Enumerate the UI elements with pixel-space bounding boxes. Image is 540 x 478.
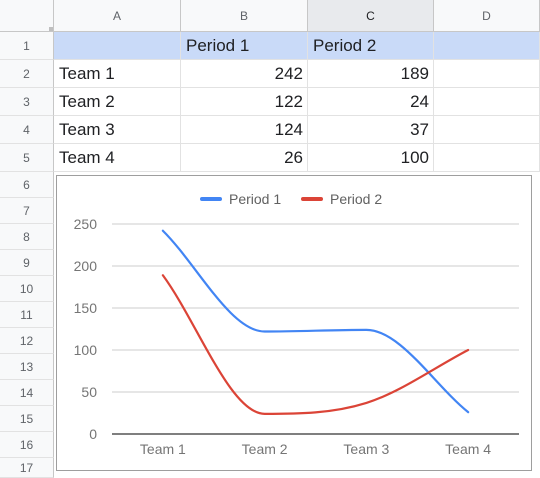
cell-d3[interactable] bbox=[434, 88, 540, 116]
chart-gridlines bbox=[112, 223, 519, 435]
cell-d1[interactable] bbox=[434, 32, 540, 60]
cell-c2[interactable]: 189 bbox=[308, 60, 434, 88]
row-header-1[interactable]: 1 bbox=[0, 32, 54, 60]
embedded-line-chart[interactable]: 0 50 100 150 200 250 Team 1 Team 2 Team 3 Team 4… bbox=[56, 175, 532, 471]
series-line-2 bbox=[161, 274, 470, 415]
cell-a5[interactable]: Team 4 bbox=[54, 144, 181, 172]
cell-a1[interactable] bbox=[54, 32, 181, 60]
column-header-b[interactable]: B bbox=[181, 0, 308, 32]
chart-series bbox=[161, 229, 470, 415]
cell-a3[interactable]: Team 2 bbox=[54, 88, 181, 116]
row-header-8[interactable]: 8 bbox=[0, 224, 54, 250]
cell-c3[interactable]: 24 bbox=[308, 88, 434, 116]
column-header-d[interactable]: D bbox=[434, 0, 540, 32]
series-line-1 bbox=[161, 229, 470, 414]
chart-y-tick-labels: 0 50 100 150 200 250 bbox=[74, 216, 98, 442]
row-header-3[interactable]: 3 bbox=[0, 88, 54, 116]
cell-b4[interactable]: 124 bbox=[181, 116, 308, 144]
row-header-15[interactable]: 15 bbox=[0, 406, 54, 432]
x-tick-label: Team 1 bbox=[140, 441, 186, 457]
legend-label: Period 2 bbox=[330, 191, 382, 207]
row-header-16[interactable]: 16 bbox=[0, 432, 54, 458]
row-header-4[interactable]: 4 bbox=[0, 116, 54, 144]
y-tick-label: 150 bbox=[74, 300, 98, 316]
cell-d4[interactable] bbox=[434, 116, 540, 144]
chart-x-tick-labels: Team 1 Team 2 Team 3 Team 4 bbox=[140, 441, 491, 457]
x-tick-label: Team 4 bbox=[445, 441, 491, 457]
row-header-9[interactable]: 9 bbox=[0, 250, 54, 276]
y-tick-label: 200 bbox=[74, 258, 98, 274]
line-chart-svg: 0 50 100 150 200 250 Team 1 Team 2 Team 3 Team 4… bbox=[74, 191, 519, 457]
row-header-17[interactable]: 17 bbox=[0, 458, 54, 478]
y-tick-label: 50 bbox=[81, 384, 97, 400]
row-header-14[interactable]: 14 bbox=[0, 380, 54, 406]
x-tick-label: Team 3 bbox=[343, 441, 389, 457]
column-header-c[interactable]: C bbox=[308, 0, 434, 32]
legend-label: Period 1 bbox=[229, 191, 281, 207]
row-header-7[interactable]: 7 bbox=[0, 198, 54, 224]
row-header-13[interactable]: 13 bbox=[0, 354, 54, 380]
cell-d2[interactable] bbox=[434, 60, 540, 88]
row-header-10[interactable]: 10 bbox=[0, 276, 54, 302]
y-tick-label: 0 bbox=[89, 426, 97, 442]
row-header-12[interactable]: 12 bbox=[0, 328, 54, 354]
row-header-2[interactable]: 2 bbox=[0, 60, 54, 88]
y-tick-label: 250 bbox=[74, 216, 98, 232]
cell-c5[interactable]: 100 bbox=[308, 144, 434, 172]
cell-b1[interactable]: Period 1 bbox=[181, 32, 308, 60]
cell-d5[interactable] bbox=[434, 144, 540, 172]
chart-legend[interactable]: Period 1 Period 2 bbox=[200, 191, 382, 207]
cell-b5[interactable]: 26 bbox=[181, 144, 308, 172]
cell-c1[interactable]: Period 2 bbox=[308, 32, 434, 60]
row-header-5[interactable]: 5 bbox=[0, 144, 54, 172]
column-header-a[interactable]: A bbox=[54, 0, 181, 32]
y-tick-label: 100 bbox=[74, 342, 98, 358]
row-header-6[interactable]: 6 bbox=[0, 172, 54, 198]
cell-a4[interactable]: Team 3 bbox=[54, 116, 181, 144]
row-header-11[interactable]: 11 bbox=[0, 302, 54, 328]
x-tick-label: Team 2 bbox=[242, 441, 288, 457]
cell-a2[interactable]: Team 1 bbox=[54, 60, 181, 88]
cell-b3[interactable]: 122 bbox=[181, 88, 308, 116]
select-all-corner[interactable] bbox=[0, 0, 54, 32]
cell-c4[interactable]: 37 bbox=[308, 116, 434, 144]
cell-b2[interactable]: 242 bbox=[181, 60, 308, 88]
